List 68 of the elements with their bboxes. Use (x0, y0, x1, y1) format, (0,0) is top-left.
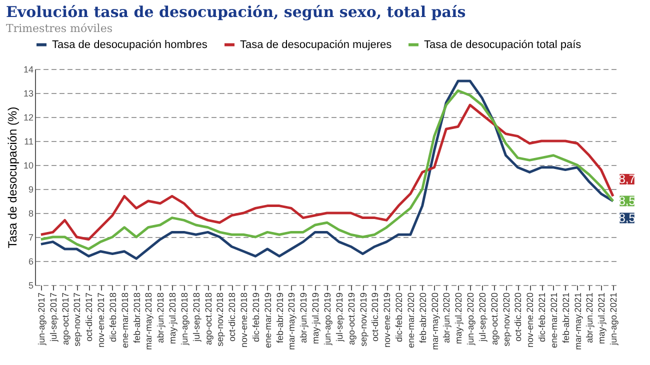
x-tick-label: ago-oct.2019 (346, 292, 356, 346)
y-tick-label: 6 (28, 256, 34, 266)
x-tick-label: may-jul.2021 (596, 292, 607, 344)
x-tick-label: may-jul.2018 (168, 292, 178, 344)
x-tick-label: abr-jun.2020 (442, 292, 452, 344)
x-tick-label: jun-ago.2017 (36, 292, 46, 346)
x-tick-label: sep-nov.2017 (72, 292, 82, 346)
x-tick-label: oct-dic.2020 (513, 292, 524, 342)
x-tick-label: mar-may.2021 (572, 292, 583, 350)
x-tick-label: jul-sep.2017 (48, 292, 58, 343)
x-tick-label: dic-feb.2018 (108, 292, 118, 342)
x-tick-label: oct-dic.2017 (84, 292, 94, 342)
x-tick-label: oct-dic.2019 (370, 292, 380, 342)
x-tick-label: abr-jun.2018 (156, 292, 166, 344)
x-tick-label: jul-sep.2019 (334, 292, 344, 343)
x-tick-label: feb-abr.2020 (418, 292, 428, 344)
x-tick-label: feb-abr.2021 (560, 292, 571, 344)
x-tick-label: mar-may.2019 (286, 292, 297, 350)
x-tick-label: feb-abr.2018 (132, 292, 142, 344)
y-axis-title: Tasa de desocupación (%) (5, 106, 20, 248)
y-tick-label: 14 (23, 64, 34, 74)
legend-label: Tasa de desocupación total país (424, 38, 582, 51)
chart-title: Evolución tasa de desocupación, según sexo, total país (6, 3, 466, 21)
data-label: 8,5 (618, 194, 636, 208)
x-tick-label: jun-ago.2020 (466, 292, 476, 346)
x-tick-label: ago-oct.2017 (60, 292, 70, 346)
y-tick-label: 10 (23, 160, 34, 170)
x-tick-label: dic-feb.2021 (537, 292, 548, 342)
x-tick-label: mar-may.2018 (144, 292, 154, 350)
legend-label: Tasa de desocupación mujeres (240, 38, 392, 51)
x-tick-label: sep-nov.2018 (215, 292, 226, 346)
y-tick-label: 9 (28, 184, 34, 194)
x-tick-label: sep-nov.2020 (501, 292, 512, 346)
data-label: 8,5 (618, 211, 636, 225)
y-tick-label: 8 (28, 208, 34, 218)
x-tick-label: jul-sep.2018 (191, 292, 202, 343)
x-tick-label: jun-ago.2019 (322, 292, 332, 346)
x-tick-label: nov-ene.2018 (239, 292, 250, 348)
x-tick-label: nov-ene.2019 (382, 292, 392, 348)
x-tick-label: ene-mar.2020 (406, 292, 416, 348)
x-tick-label: jul-sep.2020 (477, 292, 488, 343)
y-tick-label: 13 (23, 88, 34, 98)
y-tick-label: 12 (23, 112, 34, 122)
x-tick-label: ene-mar.2019 (262, 292, 273, 348)
x-tick-label: oct-dic.2018 (227, 292, 238, 342)
x-tick-label: nov-ene.2017 (96, 292, 106, 348)
x-tick-label: ago-oct.2020 (489, 292, 500, 346)
legend-label: Tasa de desocupación hombres (52, 38, 208, 51)
x-tick-label: ago-oct.2018 (203, 292, 214, 346)
x-tick-label: mar-may.2020 (430, 292, 440, 350)
x-tick-label: ene-mar.2021 (548, 292, 559, 348)
x-tick-label: jun-ago.2021 (608, 292, 619, 346)
x-tick-label: feb-abr.2019 (274, 292, 285, 344)
x-tick-label: abr-jun.2019 (298, 292, 309, 344)
chart-subtitle: Trimestres móviles (6, 22, 113, 35)
x-tick-label: jun-ago.2018 (179, 292, 190, 346)
x-tick-label: nov-ene.2020 (525, 292, 536, 348)
x-tick-label: ene-mar.2018 (120, 292, 130, 348)
x-tick-label: may-jul.2019 (310, 292, 321, 344)
y-tick-label: 5 (28, 280, 34, 290)
data-label: 8,7 (618, 172, 636, 186)
x-tick-label: may-jul.2020 (454, 292, 464, 344)
x-tick-label: sep-nov.2019 (358, 292, 368, 346)
y-tick-label: 11 (24, 136, 34, 146)
x-tick-label: dic-feb.2020 (394, 292, 404, 342)
x-tick-label: dic-feb.2019 (250, 292, 261, 342)
y-tick-label: 7 (28, 232, 34, 242)
x-tick-label: abr-jun.2021 (584, 292, 595, 344)
